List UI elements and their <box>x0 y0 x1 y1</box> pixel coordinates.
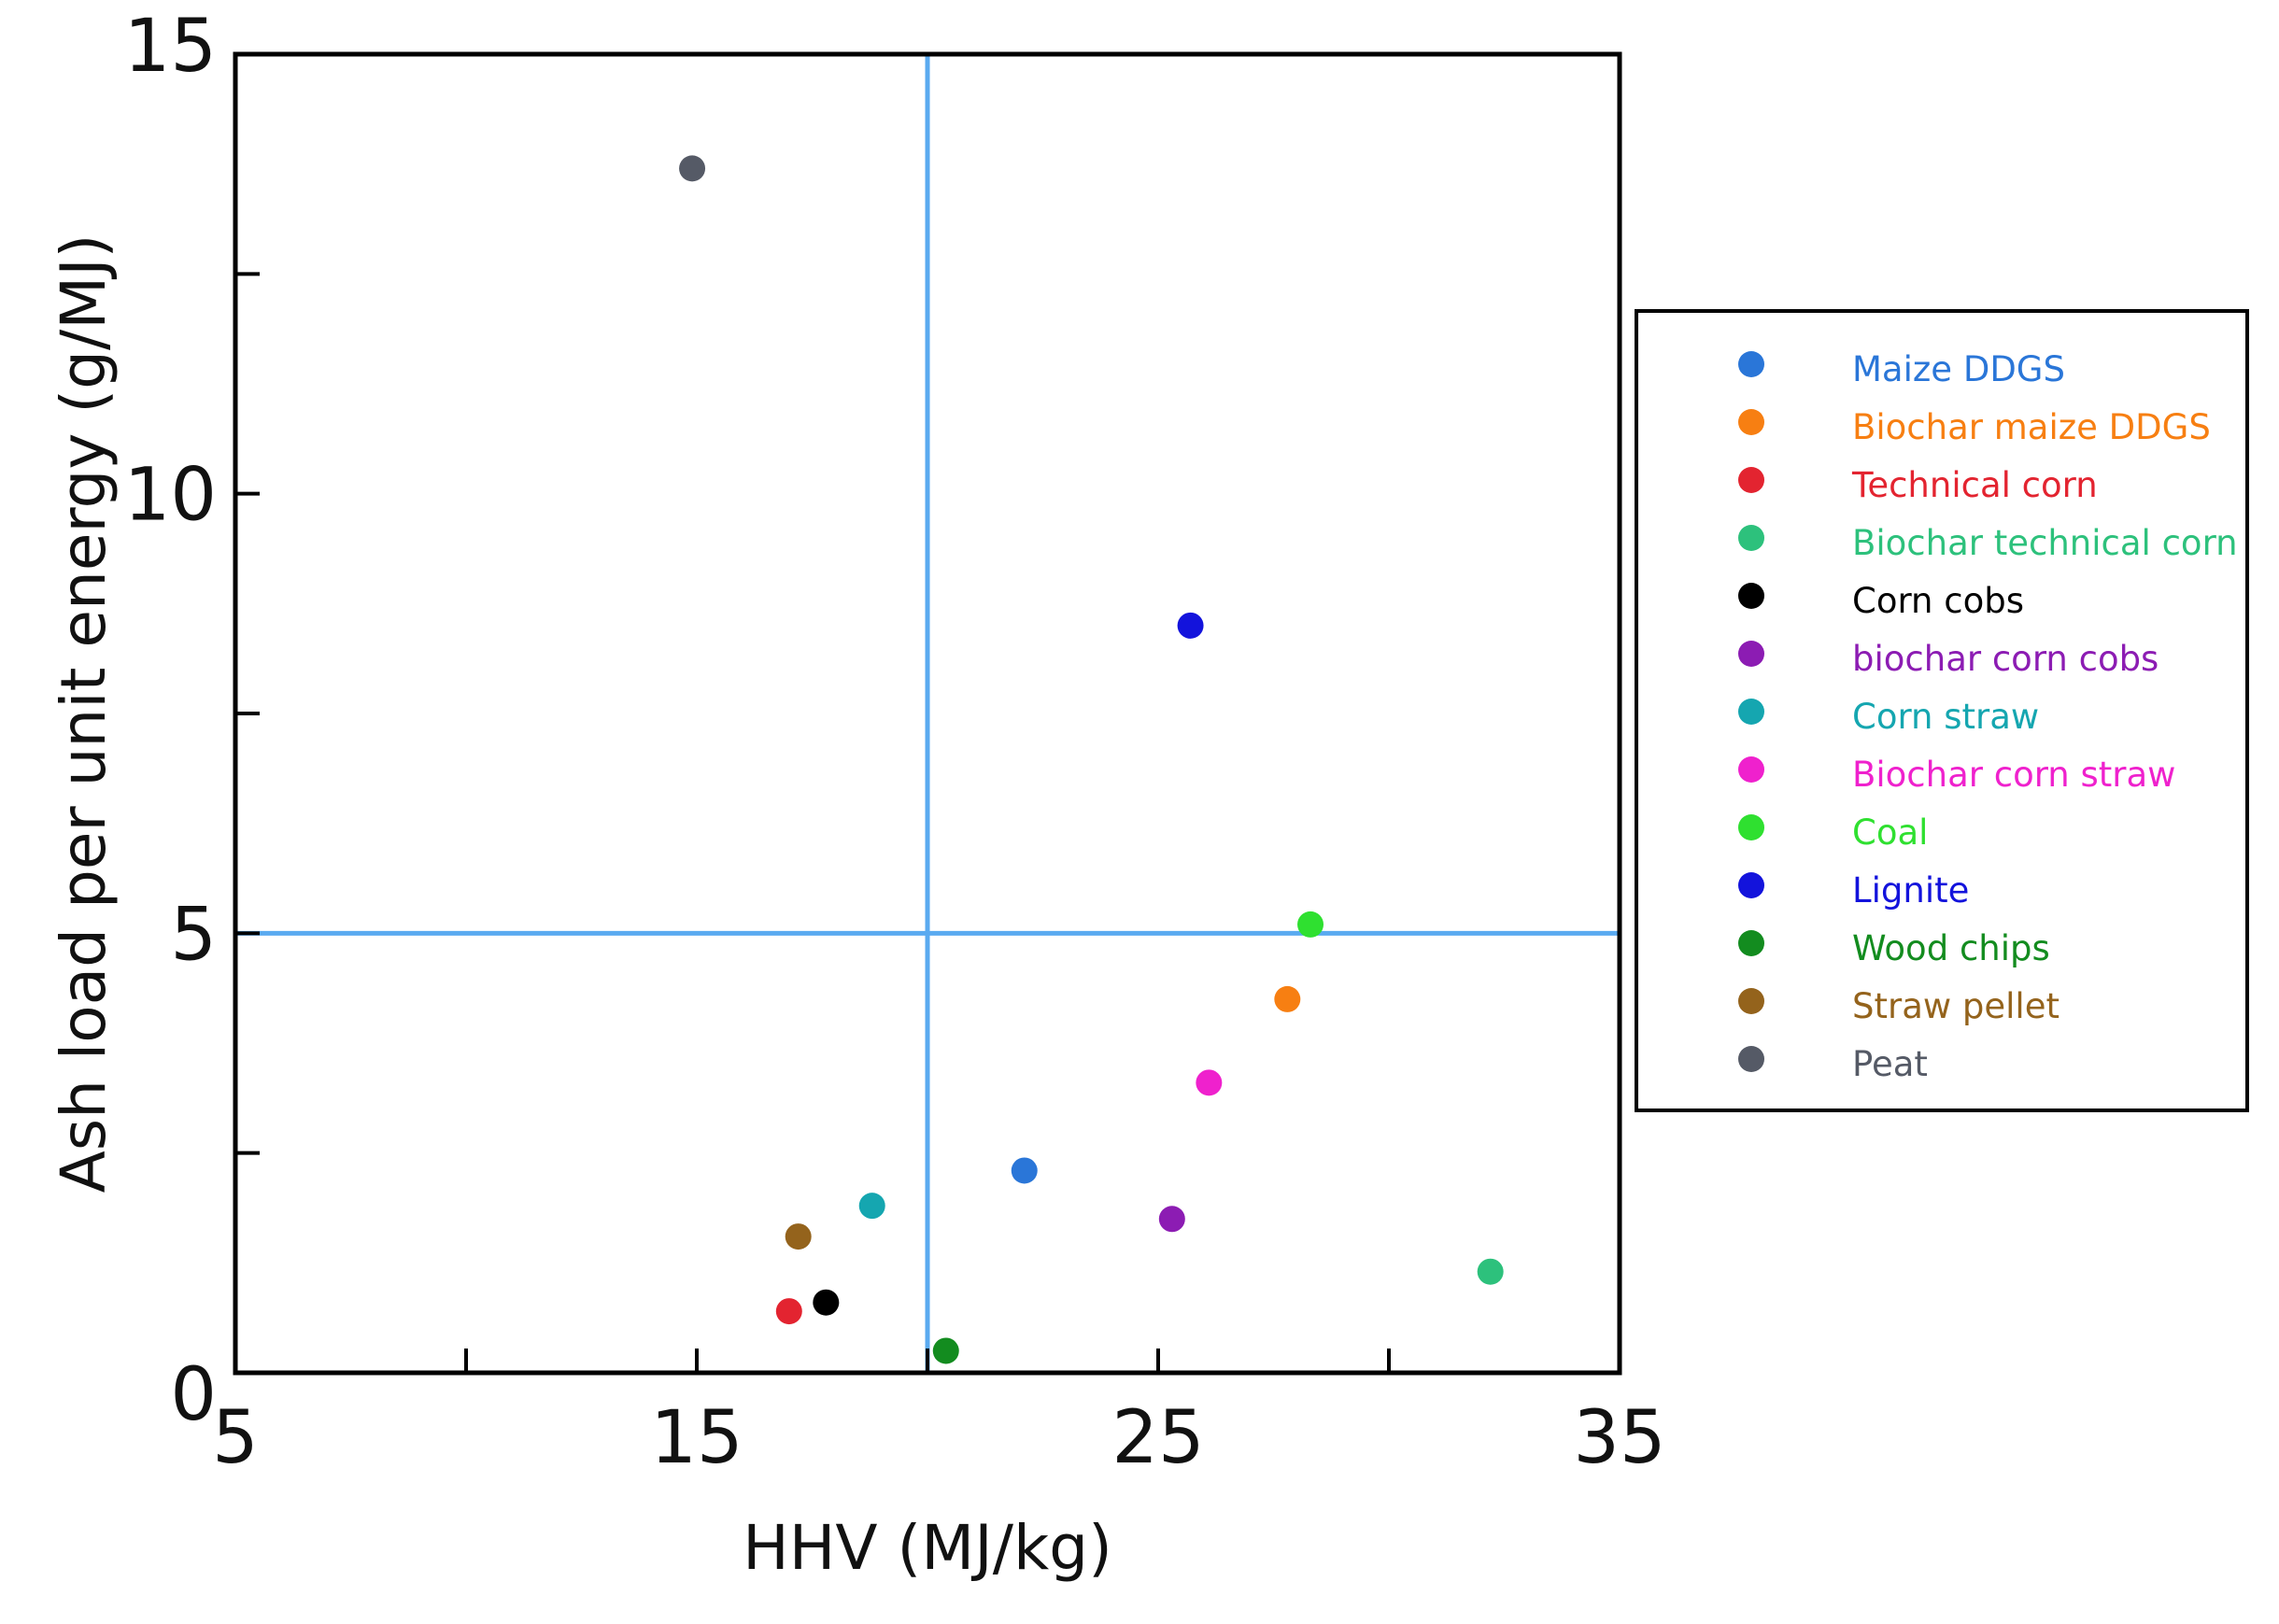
legend-label: Biochar maize DDGS <box>1852 407 2211 447</box>
legend-marker <box>1738 756 1764 783</box>
legend-label: Corn cobs <box>1852 581 2024 621</box>
legend-marker <box>1738 583 1764 609</box>
legend-marker <box>1738 641 1764 667</box>
data-point <box>1158 1206 1185 1233</box>
legend-marker <box>1738 1046 1764 1072</box>
legend-label: Biochar corn straw <box>1852 755 2175 795</box>
data-points <box>679 155 1504 1364</box>
y-tick-label: 10 <box>124 454 217 538</box>
x-tick-label: 35 <box>1573 1396 1665 1480</box>
legend-label: Lignite <box>1852 870 1969 911</box>
legend-marker <box>1738 699 1764 725</box>
legend-label: biochar corn cobs <box>1852 639 2159 679</box>
data-point <box>679 155 706 182</box>
data-point <box>785 1223 812 1250</box>
y-axis: 0 5 10 15 <box>124 5 260 1437</box>
data-point <box>1297 911 1324 938</box>
x-axis: 5 15 25 35 <box>212 1349 1666 1480</box>
data-point <box>932 1337 959 1364</box>
x-tick-label: 15 <box>650 1396 743 1480</box>
data-point <box>1196 1069 1223 1096</box>
legend-label: Peat <box>1852 1044 1928 1084</box>
y-tick-label: 5 <box>170 893 217 977</box>
data-point <box>1274 985 1301 1012</box>
legend-marker <box>1738 525 1764 551</box>
y-axis-title: Ash load per unit energy (g/MJ) <box>48 234 120 1193</box>
legend-marker <box>1738 409 1764 435</box>
x-tick-label: 5 <box>212 1396 259 1480</box>
y-tick-label: 15 <box>124 5 217 89</box>
data-point <box>1477 1258 1504 1285</box>
legend-label: Biochar technical corn <box>1852 523 2238 563</box>
legend-marker <box>1738 930 1764 956</box>
legend-label: Technical corn <box>1851 465 2098 505</box>
legend-marker <box>1738 814 1764 840</box>
legend-marker <box>1738 351 1764 377</box>
legend-label: Corn straw <box>1852 697 2039 737</box>
legend: Maize DDGS Biochar maize DDGS Technical co… <box>1738 349 2238 1084</box>
legend-frame <box>1635 309 2249 1112</box>
data-point <box>813 1289 840 1316</box>
legend-label: Coal <box>1852 812 1928 853</box>
data-point <box>1011 1157 1038 1184</box>
data-point <box>1177 612 1204 639</box>
legend-marker <box>1738 988 1764 1014</box>
x-tick-label: 25 <box>1111 1396 1204 1480</box>
legend-label: Wood chips <box>1852 928 2050 968</box>
y-tick-label: 0 <box>170 1353 217 1437</box>
legend-marker <box>1738 467 1764 493</box>
legend-label: Maize DDGS <box>1852 349 2065 389</box>
legend-marker <box>1738 872 1764 898</box>
legend-label: Straw pellet <box>1852 986 2060 1026</box>
data-point <box>858 1193 885 1220</box>
data-point <box>775 1298 802 1325</box>
x-axis-title: HHV (MJ/kg) <box>743 1512 1112 1584</box>
